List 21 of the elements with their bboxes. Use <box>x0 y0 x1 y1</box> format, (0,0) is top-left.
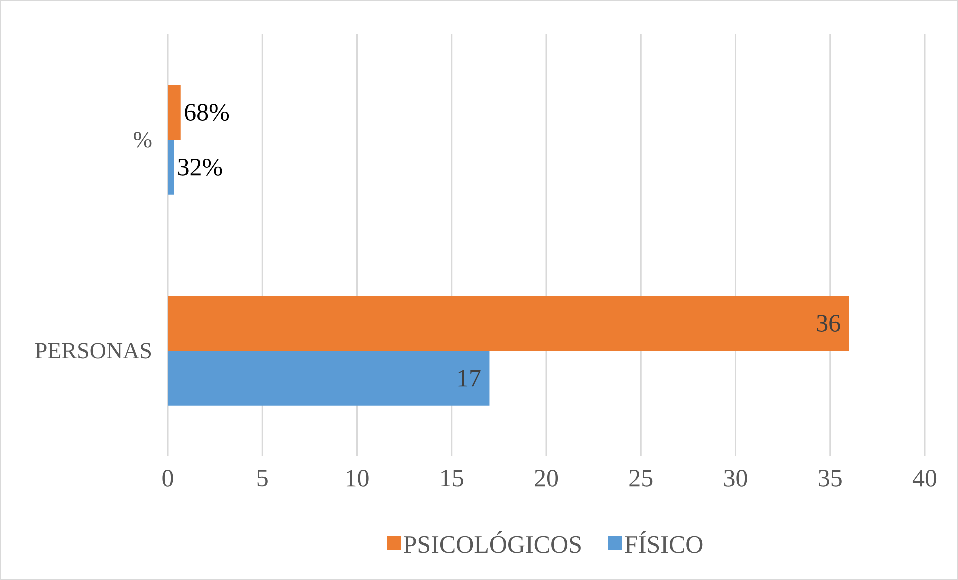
legend-label: FÍSICO <box>625 532 703 554</box>
data-label: 36 <box>817 315 840 332</box>
bar <box>168 140 174 195</box>
data-label: 17 <box>458 370 481 387</box>
bar <box>168 350 490 406</box>
bar <box>168 296 850 351</box>
data-label: 32% <box>178 158 222 176</box>
y-tick-label: % <box>134 132 152 148</box>
x-tick-label: 30 <box>724 470 748 487</box>
x-tick-label: 10 <box>346 470 369 487</box>
x-tick-label: 25 <box>630 470 653 487</box>
bar <box>168 85 181 140</box>
data-label: 68% <box>185 104 230 122</box>
x-tick-label: 5 <box>258 470 268 487</box>
y-tick-label: PERSONAS <box>36 343 152 359</box>
x-tick-label: 15 <box>442 470 464 487</box>
x-tick-label: 0 <box>162 470 174 487</box>
x-tick-label: 20 <box>535 470 558 487</box>
legend-label: PSICOLÓGICOS <box>404 532 581 554</box>
x-tick-label: 35 <box>819 470 842 487</box>
x-tick-label: 40 <box>912 470 937 487</box>
